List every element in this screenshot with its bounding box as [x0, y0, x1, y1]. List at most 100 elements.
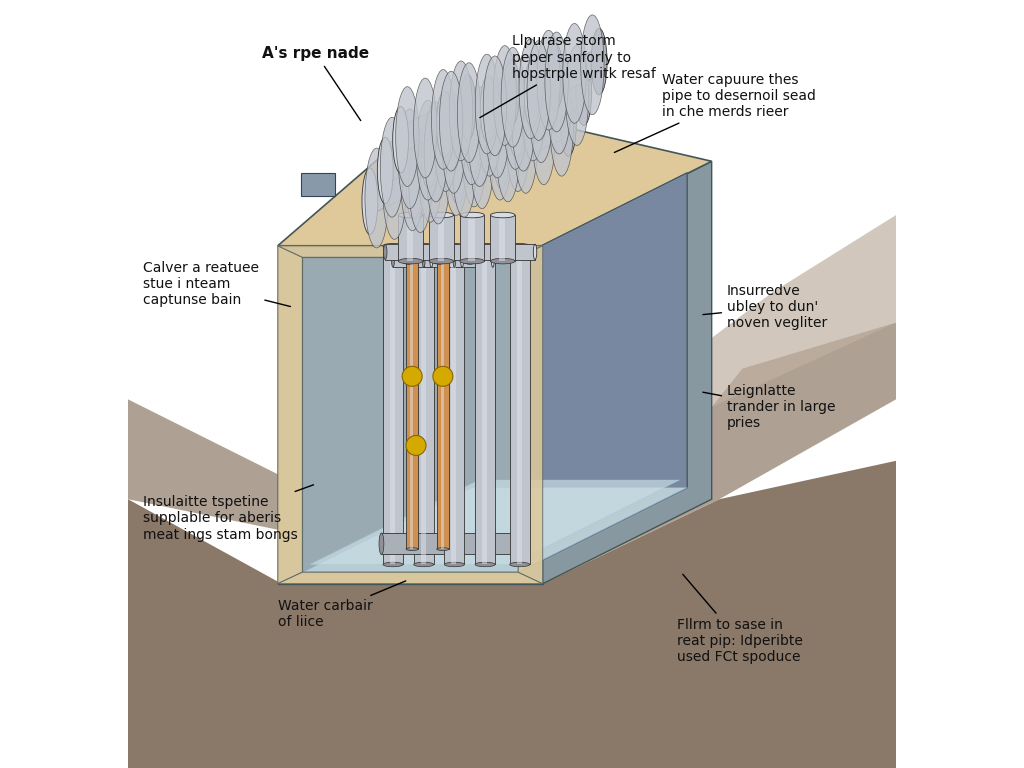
- Ellipse shape: [488, 101, 512, 200]
- Ellipse shape: [379, 533, 384, 554]
- Ellipse shape: [581, 15, 604, 114]
- Ellipse shape: [460, 212, 484, 218]
- Ellipse shape: [478, 76, 501, 176]
- Ellipse shape: [537, 30, 560, 130]
- Ellipse shape: [444, 116, 468, 215]
- Ellipse shape: [461, 255, 464, 267]
- Ellipse shape: [429, 258, 454, 264]
- Ellipse shape: [548, 44, 563, 111]
- Bar: [301, 173, 336, 196]
- Ellipse shape: [532, 74, 548, 141]
- Bar: [414, 246, 434, 564]
- Text: Leignlatte
trander in large
pries: Leignlatte trander in large pries: [702, 384, 836, 430]
- Text: Insurredve
ubley to dun'
noven vegliter: Insurredve ubley to dun' noven vegliter: [702, 284, 827, 330]
- Ellipse shape: [436, 260, 449, 263]
- Ellipse shape: [398, 212, 423, 218]
- Text: A's rpe nade: A's rpe nade: [262, 46, 370, 121]
- Ellipse shape: [398, 258, 423, 264]
- Ellipse shape: [439, 71, 463, 171]
- Ellipse shape: [475, 562, 496, 567]
- Polygon shape: [439, 81, 517, 135]
- Polygon shape: [302, 257, 518, 572]
- Ellipse shape: [548, 55, 570, 154]
- Polygon shape: [278, 246, 543, 584]
- Bar: [424, 255, 462, 267]
- Polygon shape: [278, 246, 302, 584]
- Text: Fllrm to sase in
reat pip: Idperibte
used FCt spoduce: Fllrm to sase in reat pip: Idperibte use…: [677, 574, 803, 664]
- Ellipse shape: [436, 548, 449, 551]
- Polygon shape: [526, 51, 604, 104]
- Bar: [390, 246, 395, 564]
- Polygon shape: [518, 246, 543, 584]
- Ellipse shape: [409, 133, 432, 233]
- Polygon shape: [543, 161, 712, 584]
- Polygon shape: [278, 572, 543, 584]
- Text: Water carbair
of liice: Water carbair of liice: [278, 581, 406, 630]
- Ellipse shape: [506, 91, 529, 191]
- Ellipse shape: [485, 78, 509, 178]
- Ellipse shape: [429, 136, 445, 203]
- Polygon shape: [511, 81, 589, 135]
- Text: Water capuure thes
pipe to desernoil sead
in che merds rieer: Water capuure thes pipe to desernoil sea…: [614, 73, 816, 153]
- Bar: [421, 246, 426, 564]
- Polygon shape: [310, 480, 680, 564]
- Ellipse shape: [380, 118, 403, 217]
- Text: Calver a reatuee
stue i nteam
captunse bain: Calver a reatuee stue i nteam captunse b…: [143, 261, 291, 307]
- Ellipse shape: [591, 28, 607, 95]
- Polygon shape: [518, 173, 687, 572]
- Polygon shape: [483, 66, 560, 120]
- Ellipse shape: [473, 121, 488, 187]
- Ellipse shape: [395, 87, 419, 187]
- Ellipse shape: [383, 562, 402, 567]
- Text: Insulaitte tspetine
supplable for aberis
meat ings stam bongs: Insulaitte tspetine supplable for aberis…: [143, 485, 313, 541]
- Polygon shape: [278, 100, 712, 246]
- Ellipse shape: [391, 255, 394, 267]
- Bar: [499, 215, 505, 261]
- Ellipse shape: [550, 76, 573, 176]
- Polygon shape: [128, 461, 896, 768]
- Text: Llpurase storm
peper sanforly to
hopstrple writk resaf: Llpurase storm peper sanforly to hopstrp…: [480, 35, 656, 118]
- Ellipse shape: [534, 244, 537, 260]
- Ellipse shape: [398, 109, 422, 209]
- Polygon shape: [712, 215, 896, 407]
- Ellipse shape: [490, 212, 515, 218]
- Ellipse shape: [406, 260, 418, 263]
- Circle shape: [402, 366, 422, 386]
- Ellipse shape: [532, 85, 555, 184]
- Bar: [475, 246, 496, 564]
- Ellipse shape: [480, 76, 497, 142]
- Ellipse shape: [510, 562, 529, 567]
- Ellipse shape: [460, 85, 483, 184]
- Ellipse shape: [468, 87, 492, 187]
- Ellipse shape: [431, 70, 455, 169]
- Bar: [455, 255, 493, 267]
- Ellipse shape: [483, 56, 507, 156]
- Ellipse shape: [430, 255, 433, 267]
- Ellipse shape: [444, 562, 465, 567]
- Ellipse shape: [563, 24, 586, 123]
- Ellipse shape: [406, 153, 422, 219]
- Ellipse shape: [512, 71, 535, 171]
- Bar: [411, 261, 414, 549]
- Bar: [510, 246, 529, 564]
- Ellipse shape: [519, 39, 543, 138]
- Ellipse shape: [463, 107, 485, 207]
- Ellipse shape: [383, 243, 402, 248]
- Ellipse shape: [427, 124, 450, 224]
- Ellipse shape: [527, 41, 550, 141]
- Ellipse shape: [514, 94, 538, 194]
- Ellipse shape: [406, 548, 418, 551]
- Ellipse shape: [565, 45, 589, 145]
- Ellipse shape: [470, 109, 494, 209]
- Ellipse shape: [422, 255, 425, 267]
- Ellipse shape: [429, 212, 454, 218]
- Ellipse shape: [444, 105, 461, 172]
- Ellipse shape: [461, 250, 478, 264]
- Ellipse shape: [510, 243, 529, 248]
- Ellipse shape: [575, 59, 592, 126]
- Ellipse shape: [504, 70, 527, 169]
- Bar: [406, 261, 418, 549]
- Ellipse shape: [529, 63, 553, 163]
- Ellipse shape: [460, 258, 484, 264]
- Ellipse shape: [442, 94, 465, 194]
